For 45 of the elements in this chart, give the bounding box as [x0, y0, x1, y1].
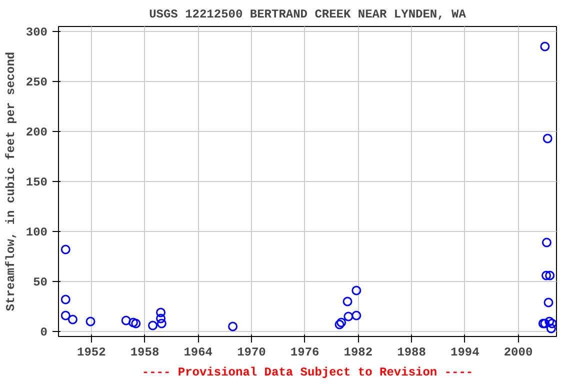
y-tick-label: 300: [26, 26, 48, 40]
point: [352, 310, 362, 320]
point: [148, 320, 158, 330]
point: [544, 298, 554, 308]
y-tick-label: 250: [26, 76, 48, 90]
x-tick-label: 1970: [237, 346, 266, 360]
y-tick-label: 0: [40, 326, 48, 340]
y-tick-label: 150: [26, 176, 48, 190]
x-tick-label: 1958: [130, 346, 160, 360]
y-tick-label: 100: [26, 226, 48, 240]
x-tick-label: 1952: [77, 346, 106, 360]
point: [228, 322, 238, 332]
y-tick-label: 50: [33, 276, 48, 290]
y-axis-title: Streamflow, in cubic feet per second: [4, 52, 18, 312]
point: [542, 270, 552, 280]
point: [542, 238, 552, 248]
point: [352, 286, 362, 296]
point: [546, 324, 556, 334]
x-tick-label: 1988: [397, 346, 426, 360]
point: [131, 318, 141, 328]
point: [545, 270, 555, 280]
point: [60, 310, 70, 320]
point: [547, 318, 556, 328]
x-tick-label: 2000: [504, 346, 533, 360]
text: ---- Provisional Data Subject to Revision ----: [142, 366, 474, 380]
point: [156, 314, 166, 324]
point: [544, 316, 554, 326]
point: [156, 318, 166, 328]
point: [128, 318, 138, 328]
x-tick-label: 1976: [290, 346, 320, 360]
point: [342, 296, 352, 306]
point: [68, 314, 78, 324]
point: [156, 308, 166, 318]
point: [540, 42, 550, 52]
point: [60, 294, 70, 304]
x-tick-label: 1964: [184, 346, 213, 360]
point: [344, 312, 354, 322]
point: [542, 134, 552, 144]
point: [121, 316, 131, 326]
x-tick-label: 1994: [450, 346, 480, 360]
point: [60, 244, 70, 254]
x-tick-label: 1982: [344, 346, 373, 360]
point: [86, 316, 96, 326]
chart-title: USGS 12212500 BERTRAND CREEK NEAR LYNDEN, WA: [149, 8, 467, 22]
y-tick-label: 200: [26, 126, 48, 140]
